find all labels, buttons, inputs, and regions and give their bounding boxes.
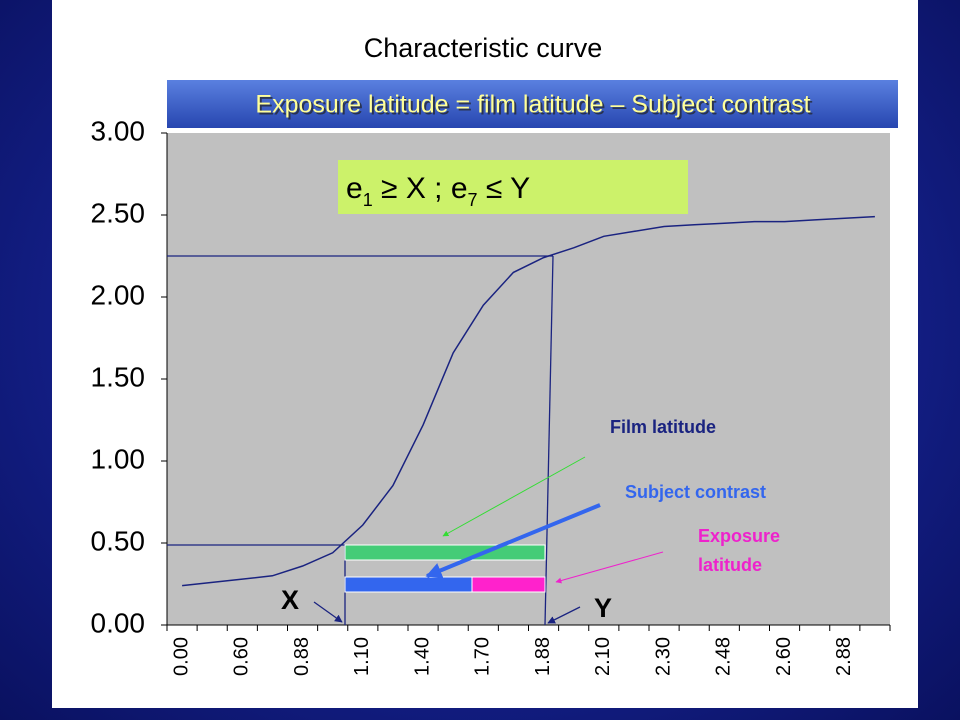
y-tick-label: 2.00: [91, 279, 146, 310]
plot-area: [167, 133, 890, 625]
banner-shadow: Exposure latitude = film latitude – Subj…: [257, 93, 812, 121]
banner: [167, 80, 898, 128]
x-tick-label: 1.88: [532, 637, 554, 676]
x-tick-label: 0.60: [231, 637, 253, 676]
arrow: [547, 606, 581, 624]
exposure-latitude-label: Exposure latitude: [698, 526, 781, 575]
arrow: [425, 503, 601, 578]
x-marker: X: [281, 585, 299, 615]
exposure-latitude-bar: [471, 576, 546, 593]
x-tick-label: 2.10: [592, 637, 614, 676]
formula-sub: 1: [363, 190, 373, 210]
film-latitude-bar: [344, 544, 546, 561]
x-tick-label: 2.88: [833, 637, 855, 676]
y-tick-label: 3.00: [91, 115, 146, 146]
y-tick-label: 0.00: [91, 607, 146, 638]
formula-part: e: [346, 172, 363, 205]
x-tick-label: 0.88: [291, 637, 313, 676]
x-tick-label: 1.10: [351, 637, 373, 676]
formula-part: ≥ X ; e: [373, 172, 468, 205]
curve: [182, 215, 875, 587]
y-marker: Y: [594, 593, 612, 623]
y-tick-label: 1.50: [91, 361, 146, 392]
subject-contrast-label: Subject contrast: [625, 482, 767, 502]
formula-box: [338, 160, 688, 214]
y-tick-label: 1.00: [91, 443, 146, 474]
x-tick-label: 2.60: [773, 637, 795, 676]
subject-contrast-bar: [344, 576, 473, 593]
formula-sub: 7: [468, 190, 478, 210]
banner-text: Exposure latitude = film latitude – Subj…: [255, 91, 810, 119]
x-tick-label: 1.40: [411, 637, 433, 676]
film-latitude-label: Film latitude: [610, 417, 717, 437]
arrow: [313, 601, 343, 623]
ref-line: [544, 255, 554, 626]
x-tick-label: 0.00: [170, 637, 192, 676]
y-tick-label: 2.50: [91, 197, 146, 228]
chart-title: Characteristic curve: [364, 33, 603, 63]
arrow: [555, 551, 664, 584]
arrow: [442, 456, 586, 537]
y-tick-label: 0.50: [91, 525, 146, 556]
x-tick-label: 2.48: [713, 637, 735, 676]
x-tick-label: 2.30: [652, 637, 674, 676]
formula: e1 ≥ X ; e7 ≤ Y: [346, 172, 530, 210]
x-tick-label: 1.70: [472, 637, 494, 676]
formula-part: ≤ Y: [478, 172, 531, 205]
